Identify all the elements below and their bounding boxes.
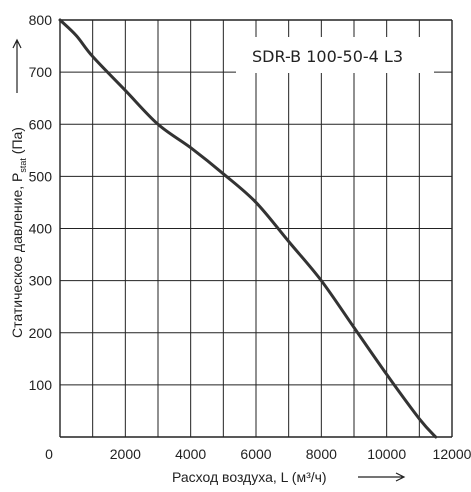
y-axis-arrow <box>12 38 22 93</box>
x-tick-labels: 0 2000 4000 6000 8000 10000 12000 <box>45 446 471 462</box>
svg-text:Статическое давление, Pstat (П: Статическое давление, Pstat (Па) <box>9 127 28 338</box>
y-axis-label-unit: (Па) <box>9 127 25 158</box>
title-box <box>236 37 434 73</box>
y-tick-labels: 100 200 300 400 500 600 700 800 <box>29 12 53 393</box>
y-axis-label-main: Статическое давление, P <box>9 173 25 338</box>
y-tick-label: 300 <box>29 273 53 289</box>
y-axis-label: Статическое давление, Pstat (Па) <box>9 127 28 338</box>
y-tick-label: 500 <box>29 168 53 184</box>
x-axis-arrow <box>358 472 406 482</box>
y-tick-label: 700 <box>29 64 53 80</box>
x-tick-label: 8000 <box>306 446 337 462</box>
y-tick-label: 800 <box>29 12 53 28</box>
y-tick-label: 200 <box>29 325 53 341</box>
y-tick-label: 400 <box>29 221 53 237</box>
y-axis-label-sub: stat <box>18 158 28 173</box>
x-tick-label: 4000 <box>175 446 206 462</box>
x-tick-label: 0 <box>45 446 53 462</box>
x-axis-label: Расход воздуха, L (м³/ч) <box>172 469 327 485</box>
x-tick-label: 6000 <box>240 446 271 462</box>
x-tick-label: 10000 <box>367 446 406 462</box>
y-tick-label: 600 <box>29 116 53 132</box>
chart-title: SDR-B 100-50-4 L3 <box>252 47 403 66</box>
series-line <box>58 18 438 439</box>
x-tick-label: 2000 <box>110 446 141 462</box>
grid <box>59 19 453 438</box>
x-tick-label: 12000 <box>433 446 471 462</box>
y-tick-label: 100 <box>29 377 53 393</box>
